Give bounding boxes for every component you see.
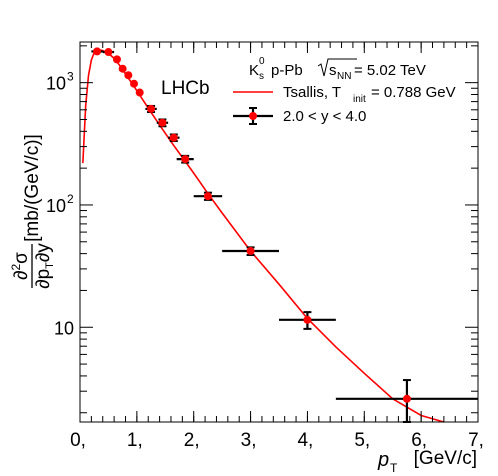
data-point xyxy=(176,154,194,164)
y-axis-unit: [mb/(GeV/c)] xyxy=(22,134,43,242)
x-axis-unit: [GeV/c] xyxy=(414,448,477,469)
legend-entry-fit: Tsallis, T xyxy=(283,84,341,101)
y-tick-label-exponent: 2 xyxy=(67,192,74,206)
annotation-energy-prefix: s xyxy=(329,62,337,79)
collision-annotation: K 0 s p-Pb s NN = 5.02 TeV xyxy=(249,56,426,82)
data-point xyxy=(112,55,121,64)
data-point xyxy=(102,48,115,57)
x-tick-label: 7, xyxy=(468,430,484,451)
x-tick-label: 1, xyxy=(127,430,143,451)
annotation-system: p-Pb xyxy=(271,62,303,79)
data-marker xyxy=(402,394,411,403)
y-tick-label-exponent: 3 xyxy=(67,70,74,84)
data-marker xyxy=(130,79,139,88)
legend-entry-fit-sub: init xyxy=(353,94,366,105)
data-point xyxy=(145,104,157,114)
annotation-particle: K xyxy=(249,62,259,79)
data-marker xyxy=(124,71,133,80)
data-point xyxy=(91,47,103,56)
x-axis-symbol: p xyxy=(377,449,389,471)
data-point xyxy=(135,88,144,97)
data-point xyxy=(124,71,133,80)
x-tick-label: 6, xyxy=(411,430,427,451)
x-tick-label: 2, xyxy=(184,430,200,451)
x-axis-ticks: 0, 1, 2, 3, 4, 5, 6, 7, xyxy=(70,42,484,451)
y-tick-label: 10 xyxy=(46,196,66,216)
data-point xyxy=(130,79,139,88)
legend: Tsallis, T init = 0.788 GeV 2.0 < y < 4.… xyxy=(233,84,456,125)
data-points-layer xyxy=(91,47,478,423)
data-point xyxy=(193,191,223,201)
data-point xyxy=(279,311,336,330)
data-point xyxy=(156,118,169,128)
data-marker xyxy=(169,133,178,142)
data-point xyxy=(118,64,127,73)
y-tick-label: 10 xyxy=(54,318,74,338)
y-axis-title: ∂2σ ∂pT∂y [mb/(GeV/c)] xyxy=(9,134,56,289)
y-fraction-bottom: ∂pT∂y xyxy=(33,243,56,289)
x-axis-symbol-sub: T xyxy=(390,461,398,475)
legend-entry-data: 2.0 < y < 4.0 xyxy=(283,108,366,125)
annotation-particle-sub: s xyxy=(259,71,264,82)
data-marker xyxy=(303,315,312,324)
y-tick-label: 10 xyxy=(46,74,66,94)
y-axis-fraction: ∂2σ ∂pT∂y xyxy=(9,243,56,289)
x-tick-label: 3, xyxy=(241,430,257,451)
data-point xyxy=(222,246,279,256)
x-tick-label: 0, xyxy=(70,430,86,451)
legend-marker-dot xyxy=(249,112,257,120)
data-point xyxy=(168,133,180,143)
annotation-particle-sup: 0 xyxy=(259,56,265,67)
data-marker xyxy=(181,155,190,164)
y-fraction-top: ∂2σ xyxy=(9,252,32,280)
data-marker xyxy=(246,247,255,256)
legend-entry-fit-suffix: = 0.788 GeV xyxy=(371,84,456,101)
data-marker xyxy=(147,104,156,113)
data-marker xyxy=(112,55,121,64)
data-marker xyxy=(203,192,212,201)
x-tick-label: 4, xyxy=(297,430,313,451)
data-marker xyxy=(158,118,167,127)
x-tick-label: 5, xyxy=(354,430,370,451)
data-marker xyxy=(135,88,144,97)
annotation-energy-sub: NN xyxy=(337,71,351,82)
data-marker xyxy=(104,48,113,57)
sqrt-icon xyxy=(317,58,357,77)
data-marker xyxy=(118,64,127,73)
annotation-energy-value: = 5.02 TeV xyxy=(354,62,426,79)
experiment-label: LHCb xyxy=(161,78,210,99)
data-marker xyxy=(93,47,102,56)
